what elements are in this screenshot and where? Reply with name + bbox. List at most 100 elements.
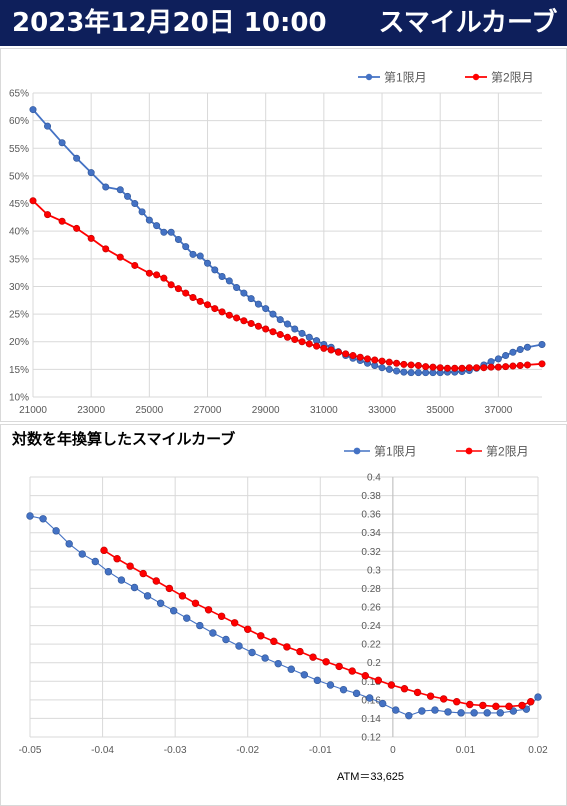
legend-marker-0: [353, 447, 361, 455]
data-point: [502, 363, 510, 371]
y-tick-label: 15%: [9, 365, 29, 376]
data-point: [102, 183, 110, 191]
data-point: [429, 363, 437, 371]
data-point: [269, 328, 277, 336]
data-point: [291, 325, 299, 333]
y-tick-label: 50%: [9, 171, 29, 182]
y-tick-label: 60%: [9, 116, 29, 127]
data-point: [78, 550, 86, 558]
data-point: [458, 364, 466, 372]
data-point: [374, 676, 383, 685]
data-point: [334, 348, 342, 356]
data-point: [339, 685, 348, 694]
data-point: [287, 665, 295, 673]
data-point: [26, 512, 34, 520]
data-point: [182, 243, 190, 251]
data-point: [196, 297, 204, 305]
y-tick-label: 0.24: [361, 621, 381, 632]
data-point: [73, 154, 81, 162]
data-point: [91, 557, 100, 566]
data-point: [174, 285, 182, 293]
x-tick-label: -0.01: [309, 745, 332, 756]
y-tick-label: 0.3: [367, 565, 381, 576]
y-tick-label: 0.22: [361, 640, 381, 651]
data-point: [465, 364, 473, 372]
x-tick-label: -0.04: [91, 745, 114, 756]
data-point: [156, 599, 165, 607]
data-point: [117, 576, 126, 584]
data-point: [130, 583, 139, 592]
data-point: [276, 316, 284, 324]
x-tick-label: 33000: [368, 405, 396, 416]
data-point: [167, 281, 175, 289]
data-point: [145, 269, 153, 277]
data-point: [240, 317, 248, 325]
legend-label-0: 第1限月: [384, 71, 427, 85]
data-point: [233, 314, 241, 322]
y-tick-label: 0.2: [367, 658, 381, 669]
data-point: [335, 662, 343, 671]
data-point: [209, 629, 217, 637]
data-point: [361, 672, 369, 680]
data-point: [233, 284, 241, 292]
data-point: [165, 584, 174, 593]
data-point: [204, 301, 212, 309]
data-point: [196, 621, 204, 630]
y-tick-label: 10%: [9, 393, 29, 404]
x-tick-label: -0.03: [164, 745, 187, 756]
data-point: [473, 364, 481, 372]
data-point: [457, 709, 465, 717]
data-point: [217, 612, 226, 620]
data-point: [29, 197, 37, 205]
data-point: [349, 352, 357, 360]
data-point: [479, 701, 487, 710]
chart2-title: 対数を年換算したスマイルカーブ: [12, 430, 236, 448]
data-point: [407, 369, 415, 377]
data-point: [276, 331, 284, 339]
data-point: [393, 359, 401, 367]
data-point: [139, 569, 147, 578]
y-tick-label: 30%: [9, 282, 29, 293]
data-point: [494, 355, 502, 363]
data-point: [58, 217, 66, 225]
legend-label-1: 第2限月: [486, 445, 529, 459]
data-point: [298, 338, 306, 346]
y-tick-label: 0.28: [361, 584, 381, 595]
series-0: [26, 512, 542, 720]
y-tick-label: 55%: [9, 144, 29, 155]
y-tick-label: 0.34: [361, 528, 381, 539]
data-point: [365, 694, 374, 702]
data-point: [126, 562, 134, 570]
data-point: [326, 681, 335, 689]
data-point: [270, 637, 278, 646]
data-point: [466, 700, 474, 709]
y-tick-label: 0.14: [361, 714, 381, 725]
data-point: [327, 346, 335, 354]
chart-panel-strike: [0, 48, 567, 422]
data-point: [378, 364, 386, 372]
x-tick-label: 0: [390, 745, 396, 756]
data-point: [189, 250, 197, 258]
data-point: [436, 364, 444, 372]
y-tick-label: 65%: [9, 89, 29, 100]
y-tick-label: 0.38: [361, 491, 381, 502]
data-point: [247, 319, 255, 327]
data-point: [145, 216, 153, 224]
data-point: [414, 369, 422, 377]
data-point: [407, 361, 415, 369]
legend-label-1: 第2限月: [491, 71, 534, 85]
y-tick-label: 0.32: [361, 547, 381, 558]
data-point: [153, 222, 161, 230]
data-point: [400, 360, 408, 368]
y-tick-label: 40%: [9, 227, 29, 238]
data-point: [371, 356, 379, 364]
data-point: [444, 708, 452, 716]
data-point: [261, 654, 269, 662]
x-tick-label: -0.05: [19, 745, 42, 756]
data-point: [218, 273, 226, 281]
data-point: [52, 527, 60, 535]
data-point: [451, 364, 459, 372]
data-point: [189, 294, 197, 302]
data-point: [305, 333, 313, 341]
data-point: [378, 699, 387, 708]
